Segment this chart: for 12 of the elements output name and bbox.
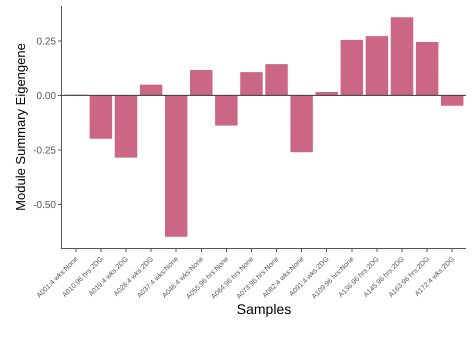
- bar: [290, 95, 314, 153]
- y-tick-label: 0.25: [36, 36, 56, 48]
- bar: [139, 84, 163, 96]
- bar: [440, 95, 464, 106]
- bar: [189, 69, 214, 96]
- y-tick-label: -0.25: [33, 145, 56, 156]
- bar: [214, 95, 238, 126]
- y-tick-label: 0.00: [36, 90, 56, 102]
- y-axis-title: Module Summary Eigengene: [13, 43, 28, 211]
- bar: [164, 95, 188, 238]
- y-tick-label: -0.50: [33, 200, 56, 211]
- x-axis-title: Samples: [236, 300, 292, 317]
